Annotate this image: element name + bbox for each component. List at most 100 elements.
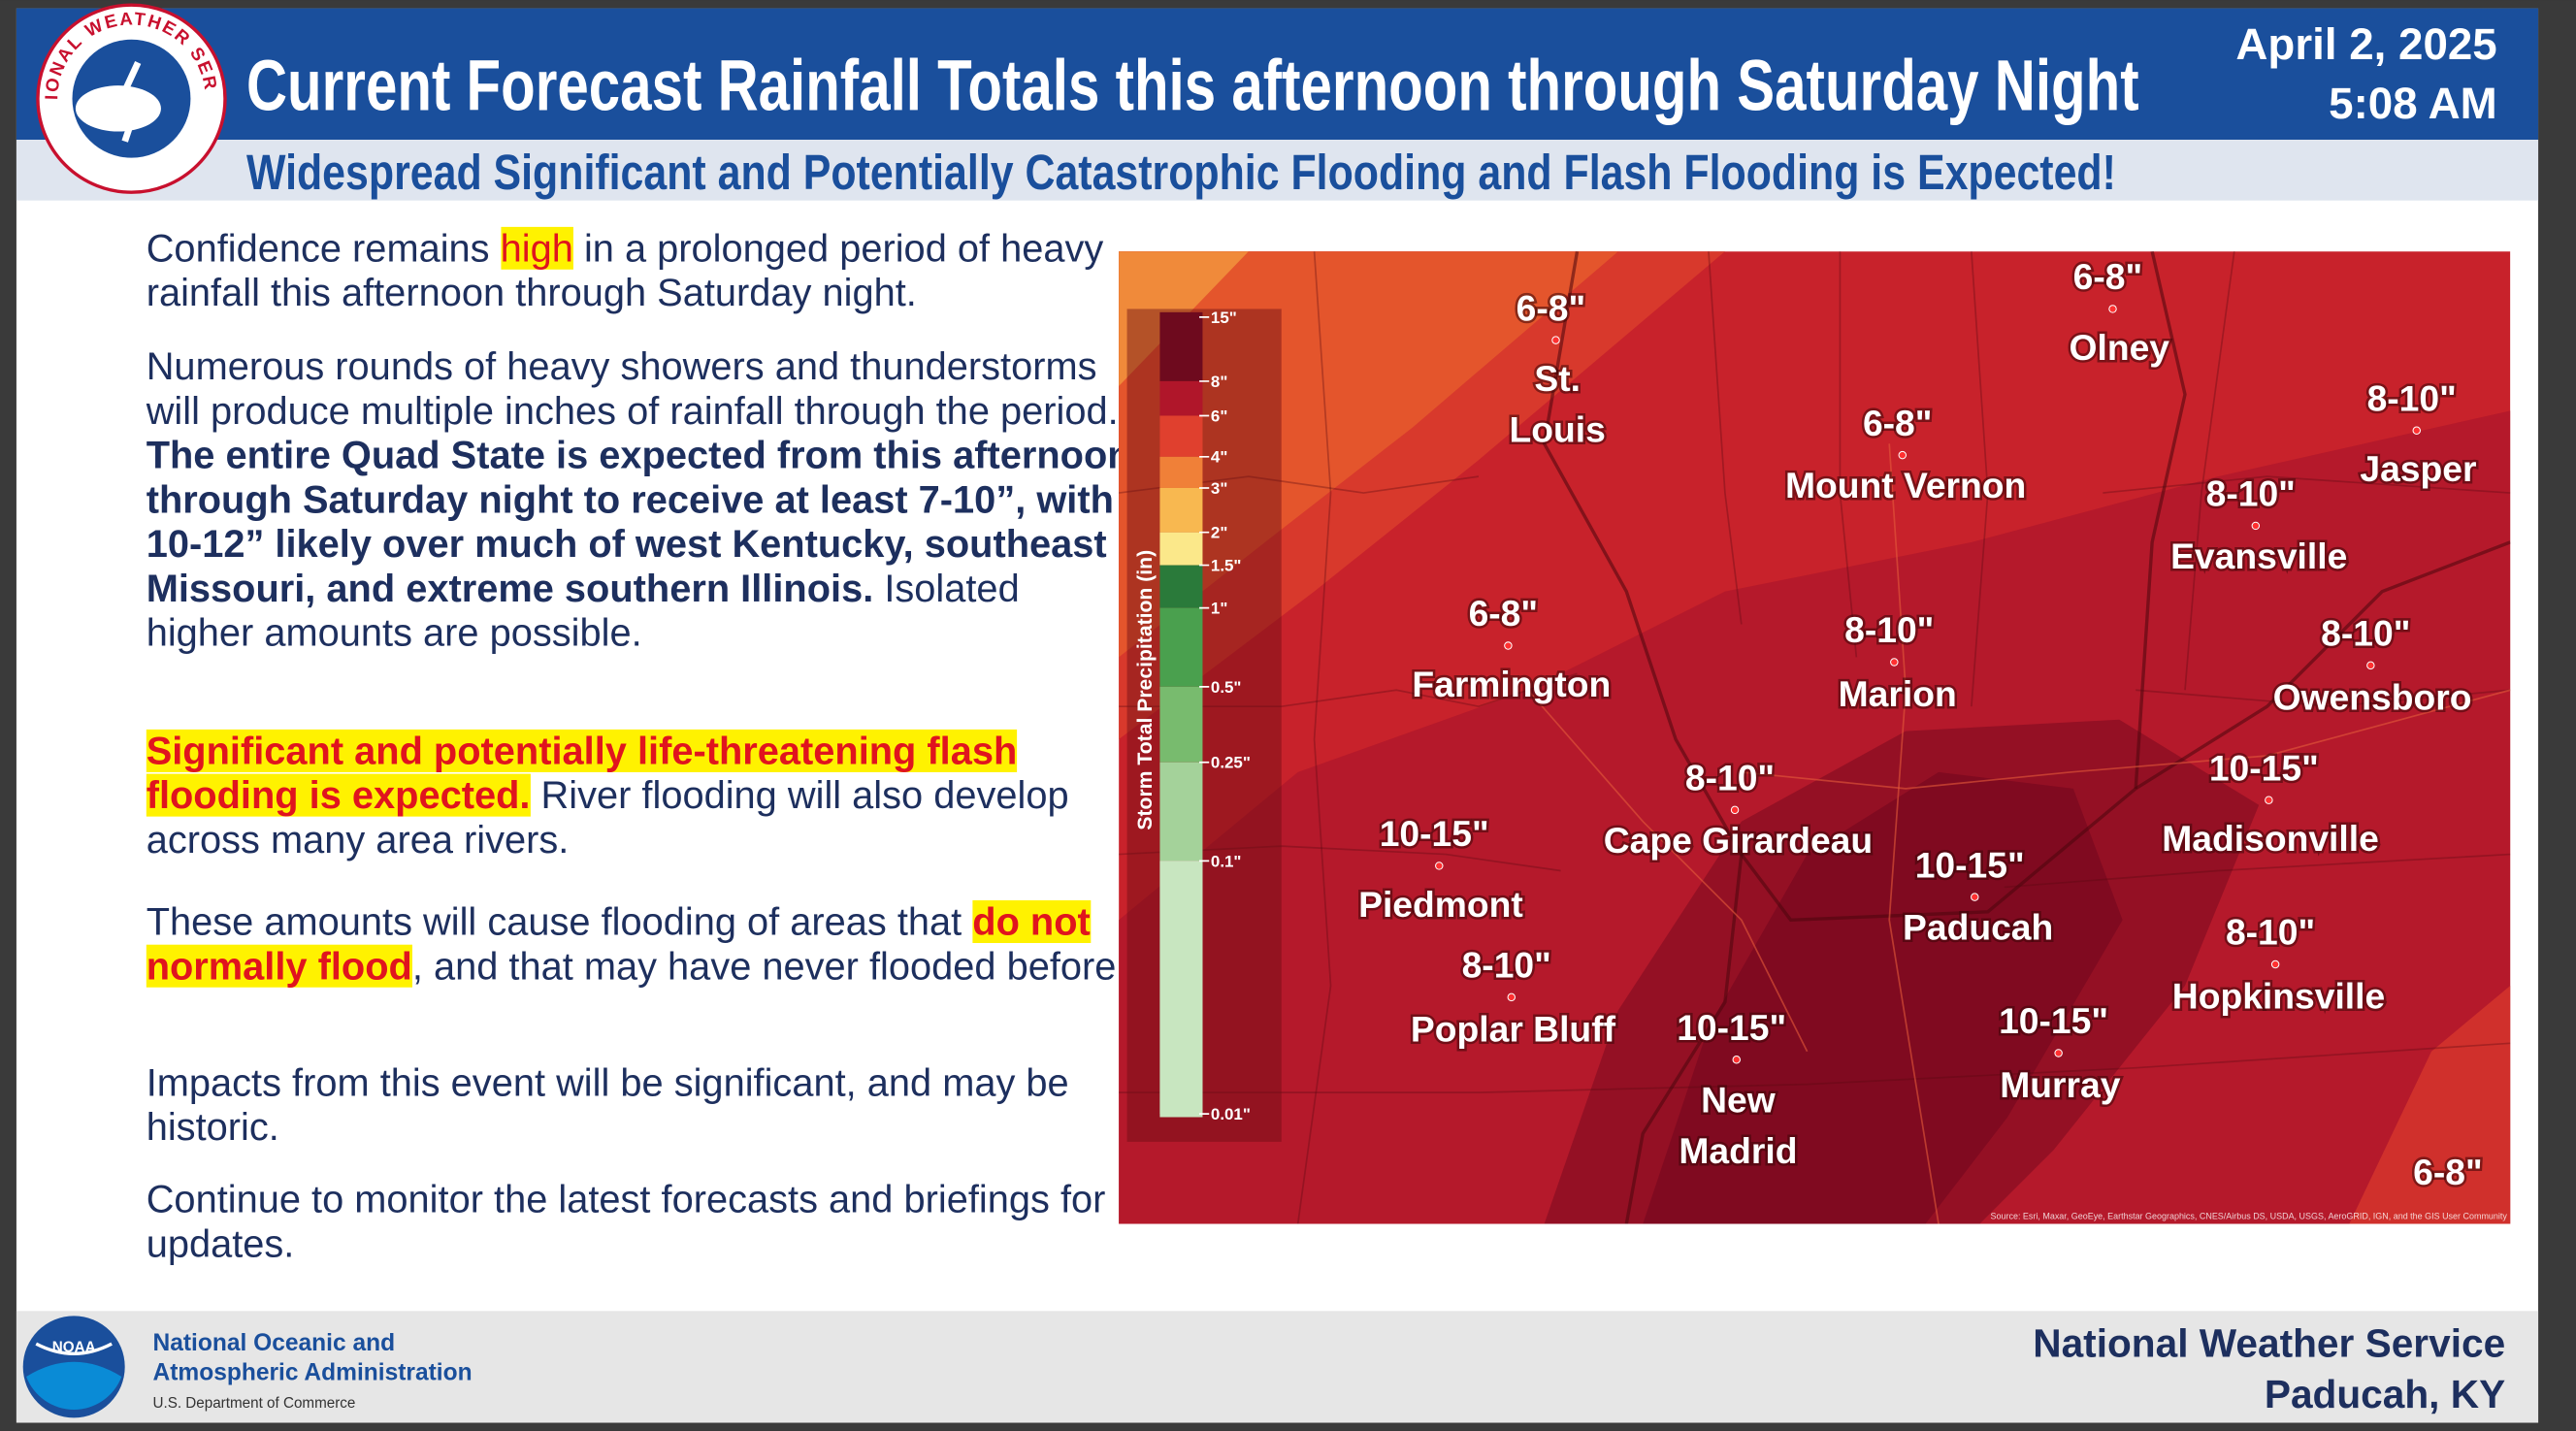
city-dot [1732,1056,1741,1064]
office-line: Paducah, KY [2265,1372,2505,1416]
legend-swatch [1159,380,1203,416]
subtitle-bar [16,140,2539,201]
rain-amount: 10-15" [2209,747,2319,788]
city-dot [2251,521,2261,531]
legend-label: 3" [1211,479,1227,498]
rain-amount: 6-8" [1516,287,1586,328]
legend-swatch [1159,686,1203,763]
city-dot [2270,959,2280,969]
city-name: Cape Girardeau [1604,820,1873,861]
city-dot [1898,450,1908,460]
legend-swatch [1159,565,1203,608]
bullet-text: , and that may have never flooded before… [411,944,1127,988]
city-dot [1971,893,1979,901]
city-name: Farmington [1412,664,1611,704]
rain-amount: 10-15" [1380,813,1489,854]
legend-label: 0.1" [1211,852,1242,870]
bullet: ●Impacts from this event will be signifi… [147,1061,1132,1150]
map-source: Source: Esri, Maxar, GeoEye, Earthstar G… [1991,1211,2508,1220]
legend-label: 0.5" [1211,678,1242,697]
rain-amount: 8-10" [1844,609,1934,650]
city-name: Paducah [1903,907,2053,948]
bullet-text: River flooding will also develop across … [146,773,1069,862]
city-name: Mount Vernon [1785,465,2026,505]
city-name: Jasper [2360,448,2476,489]
bullet-text: Impacts from this event will be signific… [146,1060,1069,1149]
city-name: Owensboro [2273,677,2472,718]
legend-swatch [1159,456,1203,488]
city-dot [1890,658,1899,667]
city-dot [1504,641,1513,650]
city-name: Evansville [2170,536,2347,576]
city-name: Hopkinsville [2172,976,2385,1017]
legend-swatch [1159,607,1203,687]
legend-label: 4" [1211,448,1227,467]
title: Current Forecast Rainfall Totals this af… [246,46,2139,126]
subtitle: Widespread Significant and Potentially C… [246,145,2116,200]
legend-swatch [1159,861,1203,1118]
bullet-text: Confidence remains [146,226,501,270]
rain-amount: 8-10" [2321,613,2410,654]
bullet: ●Continue to monitor the latest forecast… [147,1178,1132,1266]
city-name: New [1701,1079,1777,1120]
city-name: Piedmont [1358,884,1523,925]
city-dot [2366,661,2375,670]
bullets: ●Confidence remains high in a prolonged … [146,226,1132,1295]
rain-amount: 8-10" [2206,473,2296,514]
bullet-text: in a prolonged period of heavy rainfall … [146,226,1104,314]
title-bar [16,8,2539,141]
city-dot [1551,336,1560,344]
bullet: ●These amounts will cause flooding of ar… [146,899,1132,989]
city-name: Madisonville [2162,818,2379,859]
city-dot [2265,796,2273,804]
noaa-logo-text: NOAA [52,1340,96,1356]
time: 5:08 AM [2329,79,2497,128]
city-name: Olney [2070,327,2170,368]
city-dot [2412,426,2421,435]
bullet-text: These amounts will cause flooding of are… [146,899,973,944]
bullet-text: high [500,226,573,270]
city-dot [1435,862,1444,870]
bullet: ●Confidence remains high in a prolonged … [146,226,1132,315]
bullet: ●Significant and potentially life-threat… [146,729,1132,862]
bullet-text: Continue to monitor the latest forecasts… [146,1178,1106,1265]
rain-amount: 8-10" [1685,758,1775,798]
rain-amount: 10-15" [1915,844,2025,885]
bullets-box: ●Confidence remains high in a prolonged … [146,226,1132,1295]
city-name: Poplar Bluff [1411,1009,1616,1050]
city-dot [1730,805,1740,815]
legend-title: Storm Total Precipitation (in) [1134,550,1157,830]
bullet-text: The entire Quad State is expected from t… [146,434,1131,610]
legend-label: 0.25" [1211,754,1251,772]
legend-swatch [1159,415,1203,457]
department: U.S. Department of Commerce [152,1395,355,1412]
legend: 15" 8" 6" 4" 3" 2" 1.5" 1" 0.5" 0.25" 0.1" 0.01" Sto… [1134,309,1251,1123]
bullet: ●Numerous rounds of heavy showers and th… [147,345,1132,656]
rain-amount: 6-8" [2073,256,2143,297]
city-dot [1507,992,1516,1002]
rain-amount: 6-8" [1863,403,1932,443]
rain-amount: 6-8" [1469,593,1539,634]
legend-label: 1.5" [1211,556,1242,574]
bullet-text: Numerous rounds of heavy showers and thu… [146,344,1119,433]
noaa-logo: NOAA [22,1316,125,1418]
office-line: National Weather Service [2033,1321,2505,1366]
legend-swatch [1159,487,1203,533]
legend-label: 8" [1211,373,1227,391]
city-name: Murray [2000,1064,2120,1105]
city-name: Madrid [1679,1130,1797,1171]
legend-label: 15" [1211,309,1237,327]
city-name: St. [1534,358,1581,399]
legend-label: 2" [1211,524,1227,542]
bullet-text: Isolated higher amounts are possible. [146,567,1020,655]
rain-amount: 10-15" [1999,1000,2108,1041]
legend-swatch [1159,311,1203,381]
rain-amount: 8-10" [1462,945,1551,986]
legend-label: 1" [1211,600,1227,618]
city-name: Marion [1839,673,1957,714]
date: April 2, 2025 [2235,19,2496,69]
city-dot [2054,1049,2063,1057]
agency-line: Atmospheric Administration [152,1359,472,1385]
